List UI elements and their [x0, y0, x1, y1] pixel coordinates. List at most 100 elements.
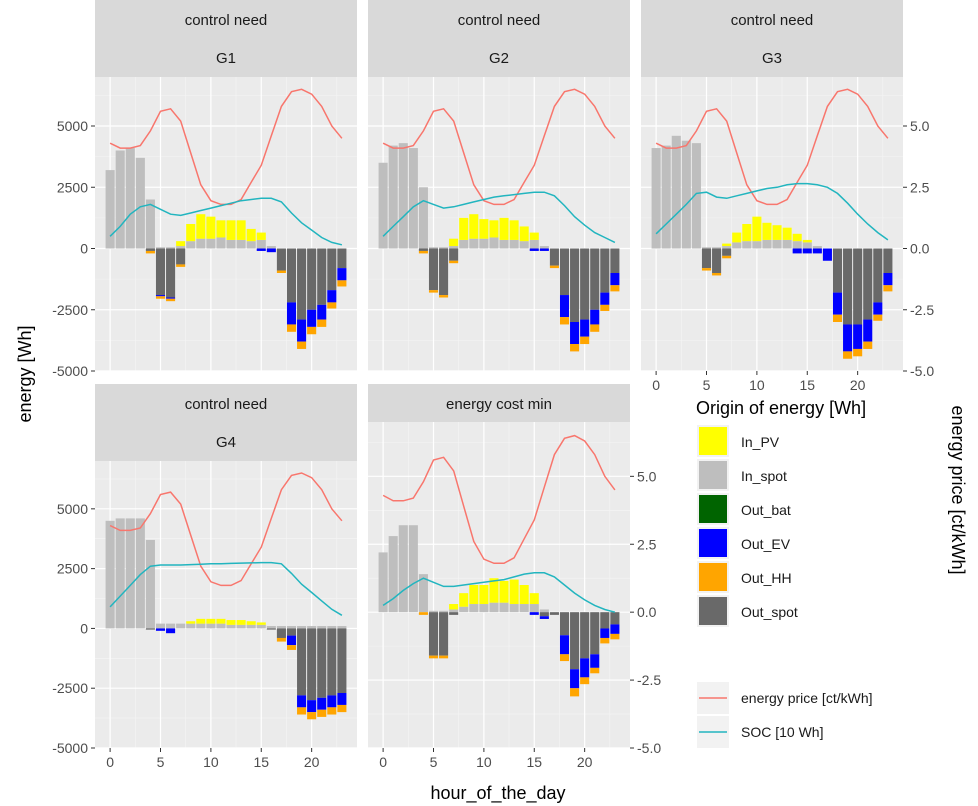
- bar-in-spot-h9: [742, 241, 752, 249]
- bar-out-spot-h21: [590, 612, 600, 655]
- x-tick-label: 15: [253, 754, 269, 770]
- bar-in-spot-h14: [246, 624, 256, 629]
- bar-out-spot-h20: [580, 612, 590, 659]
- bar-out-spot-h16: [539, 612, 549, 617]
- bar-out-ev-h6: [166, 628, 176, 634]
- bar-in-pv-h10: [206, 216, 216, 239]
- bar-in-spot-h13: [782, 239, 792, 249]
- bar-in-pv-h9: [469, 214, 479, 239]
- x-tick-label: 0: [379, 754, 387, 770]
- bar-out-hh-h4: [418, 250, 428, 254]
- bar-out-hh-h6: [439, 655, 449, 659]
- bar-in-spot-h14: [519, 241, 529, 249]
- bar-out-spot-h5: [428, 612, 439, 656]
- bar-in-spot-h14: [792, 241, 802, 249]
- y2-tick-label: 2.5: [910, 179, 930, 195]
- bar-out-hh-h19: [570, 688, 580, 697]
- bar-in-pv-h7: [449, 604, 459, 610]
- y2-tick-label: -2.5: [910, 302, 934, 318]
- bar-in-spot-h22: [327, 626, 337, 629]
- legend-label: energy price [ct/kWh]: [741, 690, 873, 706]
- bar-in-pv-h7: [722, 243, 732, 247]
- bar-in-spot-h2: [398, 525, 408, 613]
- bar-out-spot-h22: [600, 612, 610, 629]
- bar-in-spot-h3: [135, 518, 145, 629]
- gridlines: [368, 422, 630, 749]
- legend-swatch-out-spot: [699, 597, 727, 625]
- x-axis-title: hour_of_the_day: [430, 783, 565, 804]
- bar-out-hh-h17: [276, 637, 286, 642]
- facet-strip: [368, 0, 630, 77]
- bar-out-ev-h22: [600, 628, 610, 638]
- bar-out-hh-h23: [337, 704, 347, 713]
- bar-in-pv-h10: [479, 585, 489, 605]
- bar-in-pv-h10: [479, 219, 489, 239]
- bar-in-pv-h8: [732, 232, 742, 243]
- legend-label: SOC [10 Wh]: [741, 724, 823, 740]
- bar-out-ev-h16: [812, 248, 822, 254]
- bar-in-pv-h14: [246, 621, 256, 625]
- bar-in-spot-h7: [176, 623, 186, 629]
- bar-out-hh-h5: [155, 296, 166, 299]
- bar-in-spot-h2: [398, 143, 408, 249]
- bar-out-spot-h20: [307, 628, 317, 701]
- bar-in-spot-h3: [408, 525, 418, 613]
- bar-in-pv-h9: [469, 585, 479, 605]
- bar-out-hh-h23: [337, 280, 347, 287]
- bar-out-spot-h23: [337, 248, 347, 269]
- bar-out-hh-h19: [843, 351, 853, 359]
- bar-in-spot-h12: [499, 239, 509, 249]
- bar-in-spot-h12: [226, 239, 236, 249]
- bar-out-ev-h19: [570, 322, 580, 345]
- bar-in-spot-h8: [459, 239, 469, 249]
- bar-in-spot-h12: [226, 624, 236, 629]
- facet-strip-label: control need: [731, 12, 814, 29]
- bar-out-hh-h20: [580, 336, 590, 345]
- bar-in-pv-h9: [742, 224, 752, 242]
- bar-in-spot-h1: [115, 150, 125, 249]
- bar-out-hh-h19: [297, 707, 307, 715]
- y2-tick-label: 0.0: [910, 241, 930, 257]
- bar-out-hh-h5: [428, 655, 439, 659]
- bar-out-ev-h20: [307, 700, 317, 713]
- bar-in-spot-h8: [459, 606, 469, 613]
- bar-in-pv-h11: [216, 618, 226, 624]
- bar-in-spot-h7: [722, 246, 732, 249]
- bar-in-spot-h16: [266, 246, 276, 249]
- bar-in-spot-h4: [418, 574, 428, 613]
- bar-out-spot-h5: [701, 248, 712, 269]
- bar-out-ev-h16: [539, 248, 549, 251]
- bar-out-hh-h21: [317, 319, 327, 327]
- y-tick-label: 5000: [57, 118, 88, 134]
- bar-in-spot-h13: [509, 239, 519, 249]
- bar-out-spot-h22: [600, 248, 610, 293]
- bar-in-spot-h16: [539, 246, 549, 249]
- bar-out-hh-h4: [145, 250, 155, 254]
- x-tick-label: 10: [203, 754, 219, 770]
- energy-price-line: [655, 88, 889, 206]
- y2-tick-label: 0.0: [637, 604, 657, 620]
- bar-out-spot-h19: [843, 248, 853, 325]
- bars: [105, 148, 347, 349]
- bar-out-spot-h18: [559, 612, 570, 636]
- bar-in-spot-h17: [276, 626, 286, 629]
- bar-in-spot-h10: [752, 241, 762, 249]
- bar-in-pv-h14: [519, 585, 529, 605]
- bar-in-pv-h8: [186, 621, 196, 624]
- bar-out-ev-h23: [337, 692, 347, 705]
- bar-out-hh-h17: [549, 265, 559, 269]
- bar-in-spot-h23: [337, 626, 347, 629]
- bar-in-spot-h13: [236, 624, 246, 629]
- bar-in-spot-h8: [732, 242, 742, 249]
- bar-out-hh-h23: [610, 633, 620, 640]
- bar-in-spot-h10: [479, 238, 489, 249]
- legend-label: In_spot: [741, 468, 787, 484]
- bar-in-spot-h9: [196, 623, 206, 629]
- soc-line: [382, 572, 616, 613]
- bar-in-spot-h2: [125, 148, 135, 249]
- energy-price-line: [382, 88, 616, 206]
- bar-in-spot-h10: [479, 604, 489, 613]
- bar-out-ev-h18: [286, 635, 297, 646]
- bar-in-pv-h12: [226, 620, 236, 625]
